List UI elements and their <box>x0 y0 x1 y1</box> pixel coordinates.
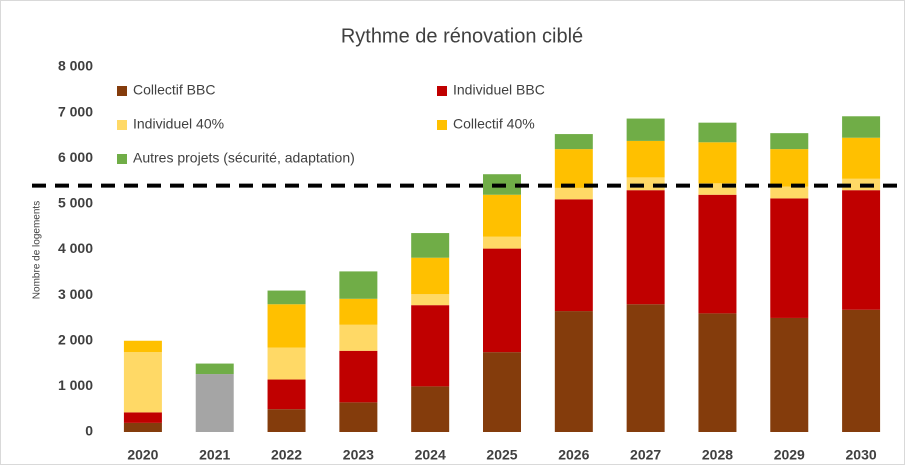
x-tick-label: 2029 <box>774 447 805 463</box>
bar-segment <box>842 190 881 310</box>
bar-segment <box>267 379 306 410</box>
bar-segment <box>554 149 593 188</box>
bar-segment <box>267 304 306 348</box>
legend-label: Autres projets (sécurité, adaptation) <box>133 150 355 166</box>
bar-segment <box>339 324 378 351</box>
bar-segment <box>842 309 881 432</box>
bar-segment <box>339 271 378 299</box>
bar-segment <box>483 194 521 237</box>
y-tick-label: 5 000 <box>58 195 93 211</box>
x-tick-label: 2028 <box>702 447 733 463</box>
bar-segment <box>770 149 809 187</box>
bar-segment <box>195 363 234 375</box>
bar-segment <box>626 304 665 432</box>
bar-segment <box>698 122 737 143</box>
x-tick-label: 2025 <box>486 447 517 463</box>
y-tick-label: 6 000 <box>58 149 93 165</box>
bar-segment <box>267 409 306 432</box>
bar-segment <box>123 352 162 413</box>
bar-segment <box>842 137 881 179</box>
y-tick-label: 8 000 <box>58 58 93 74</box>
legend-label: Individuel BBC <box>453 82 545 98</box>
y-tick-label: 2 000 <box>58 331 93 347</box>
y-tick-label: 0 <box>85 423 93 439</box>
bar-segment <box>195 374 234 432</box>
bar-segment <box>698 142 737 184</box>
bar-segment <box>123 422 162 432</box>
bar-segment <box>339 350 378 403</box>
bar-segment <box>626 140 665 178</box>
x-tick-label: 2023 <box>343 447 374 463</box>
x-tick-label: 2030 <box>846 447 877 463</box>
bar-segment <box>123 340 162 353</box>
bar-segment <box>842 116 881 138</box>
bar-segment <box>554 311 593 432</box>
y-tick-label: 4 000 <box>58 240 93 256</box>
bar-segment <box>698 194 737 314</box>
bar-segment <box>123 412 162 423</box>
bar-segment <box>770 198 809 318</box>
x-tick-label: 2026 <box>558 447 589 463</box>
y-tick-label: 3 000 <box>58 286 93 302</box>
legend-swatch <box>437 86 447 96</box>
bar-segment <box>554 199 593 312</box>
bar-segment <box>339 402 378 432</box>
bar-segment <box>483 236 521 249</box>
bar-segment <box>411 233 450 258</box>
legend-swatch <box>117 86 127 96</box>
bar-segment <box>483 248 521 353</box>
bar-segment <box>698 183 737 195</box>
bar-segment <box>267 290 306 305</box>
x-tick-label: 2027 <box>630 447 661 463</box>
chart-title: Rythme de rénovation ciblé <box>341 25 583 47</box>
x-tick-label: 2020 <box>127 447 158 463</box>
legend-swatch <box>117 154 127 164</box>
legend-label: Individuel 40% <box>133 116 224 132</box>
y-axis-label: Nombre de logements <box>32 201 43 299</box>
x-tick-label: 2021 <box>199 447 230 463</box>
bar-segment <box>554 187 593 200</box>
bar-segment <box>554 134 593 150</box>
bar-segment <box>770 186 809 199</box>
x-tick-label: 2024 <box>415 447 446 463</box>
legend-swatch <box>117 120 127 130</box>
legend-swatch <box>437 120 447 130</box>
bar-segment <box>267 347 306 380</box>
bar-segment <box>626 190 665 305</box>
bar-segment <box>411 305 450 387</box>
bar-segment <box>411 257 450 295</box>
bar-segment <box>483 352 521 432</box>
legend-label: Collectif 40% <box>453 116 535 132</box>
bar-segment <box>339 298 378 325</box>
bar-segment <box>698 313 737 432</box>
bar-segment <box>411 386 450 432</box>
legend-label: Collectif BBC <box>133 82 215 98</box>
y-tick-label: 1 000 <box>58 377 93 393</box>
bar-segment <box>770 317 809 432</box>
bar-segment <box>770 133 809 150</box>
x-tick-label: 2022 <box>271 447 302 463</box>
bar-segment <box>411 294 450 306</box>
y-tick-label: 7 000 <box>58 103 93 119</box>
bar-segment <box>626 118 665 141</box>
